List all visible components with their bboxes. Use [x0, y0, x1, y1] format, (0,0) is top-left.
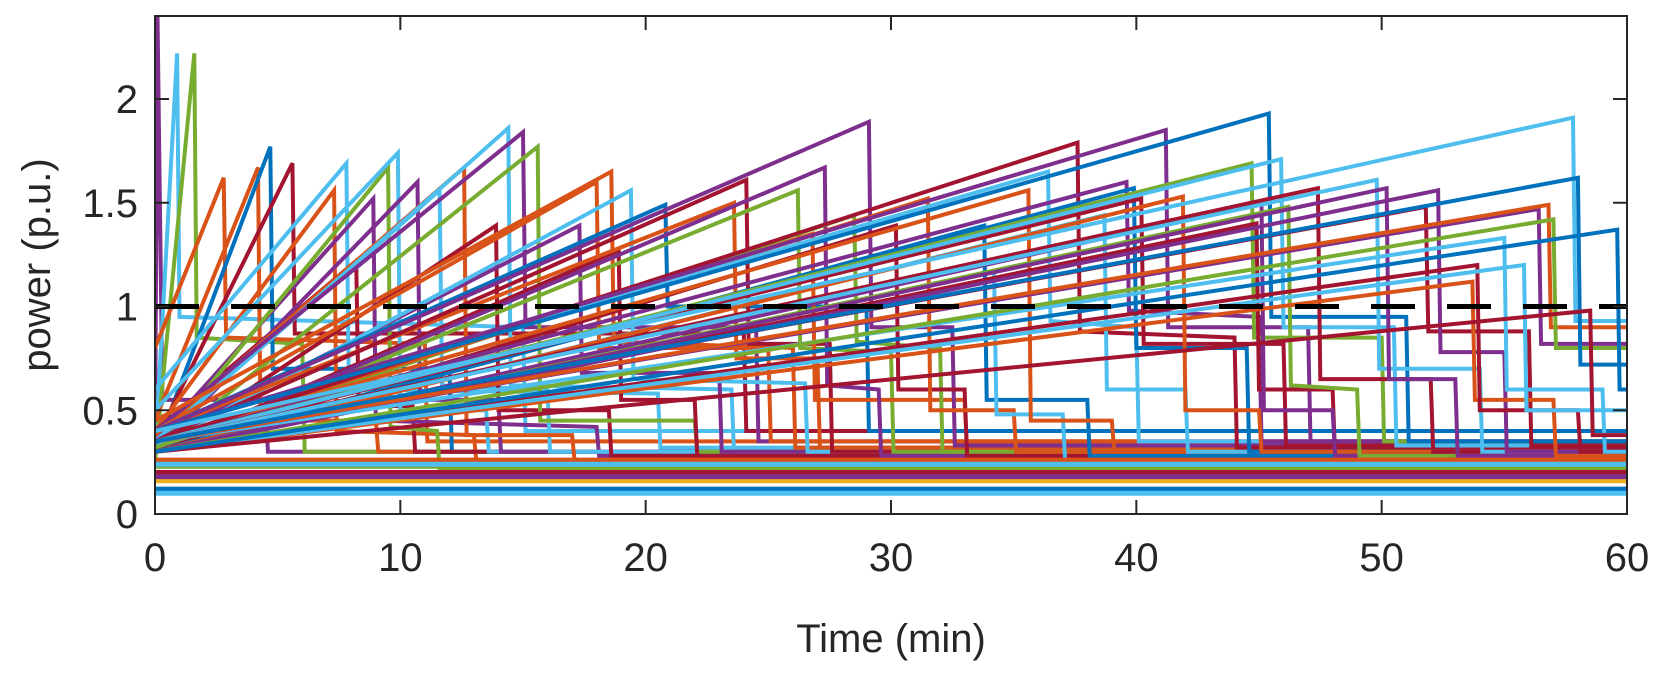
series-line-load-45 — [155, 127, 1627, 444]
series-line-load-24 — [155, 247, 1627, 458]
series-layer — [155, 16, 1627, 496]
series-line-load-65 — [155, 115, 1627, 433]
series-line-load-50 — [155, 110, 1627, 444]
series-line-load-55 — [155, 185, 1627, 458]
series-line-load-60 — [155, 235, 1627, 454]
series-line-load-58 — [155, 279, 1627, 458]
x-tick-label-40: 40 — [1114, 536, 1159, 580]
series-line-load-44 — [155, 196, 1627, 448]
series-line-load-46 — [155, 193, 1627, 454]
series-line-load-68 — [155, 227, 1627, 454]
x-tick-label-0: 0 — [144, 536, 166, 580]
x-tick-label-30: 30 — [869, 536, 914, 580]
x-tick-label-20: 20 — [623, 536, 668, 580]
series-line-load-40 — [155, 139, 1627, 450]
y-tick-label-2: 2 — [116, 78, 138, 122]
x-tick-label-10: 10 — [378, 536, 423, 580]
y-tick-label-1: 1 — [116, 286, 138, 330]
x-axis: 0 10 20 30 40 50 60 — [144, 16, 1649, 580]
x-axis-label: Time (min) — [796, 617, 986, 661]
y-axis-label: power (p.u.) — [15, 158, 59, 371]
x-tick-label-50: 50 — [1359, 536, 1404, 580]
y-tick-label-0.5: 0.5 — [82, 389, 138, 433]
series-line-load-22 — [155, 178, 1627, 444]
series-line-load-67 — [155, 308, 1627, 454]
series-line-load-66 — [155, 175, 1627, 444]
series-line-load-53 — [155, 185, 1627, 454]
series-line-load-36 — [155, 222, 1627, 458]
y-tick-label-1.5: 1.5 — [82, 182, 138, 226]
y-tick-label-0: 0 — [116, 493, 138, 537]
series-line-load-61 — [155, 262, 1627, 454]
y-axis: 0 0.5 1 1.5 2 — [82, 78, 1627, 537]
x-tick-label-60: 60 — [1605, 536, 1650, 580]
